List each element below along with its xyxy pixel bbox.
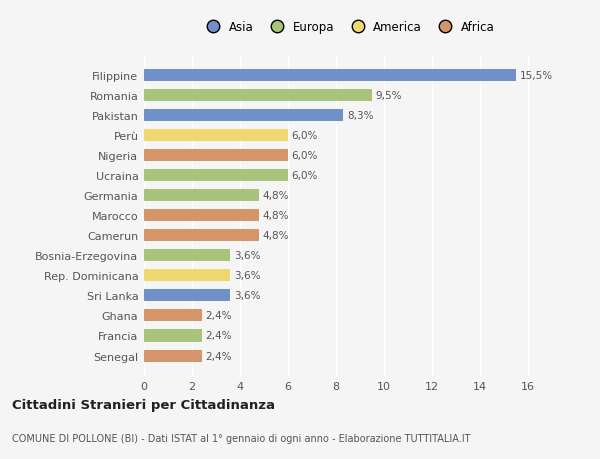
Text: 6,0%: 6,0% (292, 131, 318, 141)
Bar (144, 350, 202, 362)
Bar (144, 270, 230, 282)
Text: 8,3%: 8,3% (347, 111, 373, 121)
Bar (144, 330, 202, 342)
Bar (144, 290, 230, 302)
Text: 4,8%: 4,8% (263, 231, 289, 241)
Bar (144, 310, 202, 322)
Bar (144, 190, 259, 202)
Text: 3,6%: 3,6% (234, 271, 260, 281)
Text: 2,4%: 2,4% (205, 331, 232, 341)
Bar (144, 250, 230, 262)
Text: 3,6%: 3,6% (234, 251, 260, 261)
Text: 2,4%: 2,4% (205, 351, 232, 361)
Bar (144, 210, 259, 222)
Bar (144, 90, 372, 102)
Text: 3,6%: 3,6% (234, 291, 260, 301)
Text: 4,8%: 4,8% (263, 211, 289, 221)
Bar (144, 130, 288, 142)
Text: 2,4%: 2,4% (205, 311, 232, 321)
Text: 9,5%: 9,5% (376, 91, 402, 101)
Text: 6,0%: 6,0% (292, 171, 318, 181)
Bar (144, 150, 288, 162)
Text: 15,5%: 15,5% (520, 71, 553, 81)
Bar (144, 230, 259, 242)
Bar (144, 70, 516, 82)
Bar (144, 170, 288, 182)
Text: COMUNE DI POLLONE (BI) - Dati ISTAT al 1° gennaio di ogni anno - Elaborazione TU: COMUNE DI POLLONE (BI) - Dati ISTAT al 1… (12, 433, 470, 442)
Text: 4,8%: 4,8% (263, 191, 289, 201)
Text: 6,0%: 6,0% (292, 151, 318, 161)
Bar (144, 110, 343, 122)
Text: Cittadini Stranieri per Cittadinanza: Cittadini Stranieri per Cittadinanza (12, 398, 275, 412)
Legend: Asia, Europa, America, Africa: Asia, Europa, America, Africa (197, 16, 499, 39)
